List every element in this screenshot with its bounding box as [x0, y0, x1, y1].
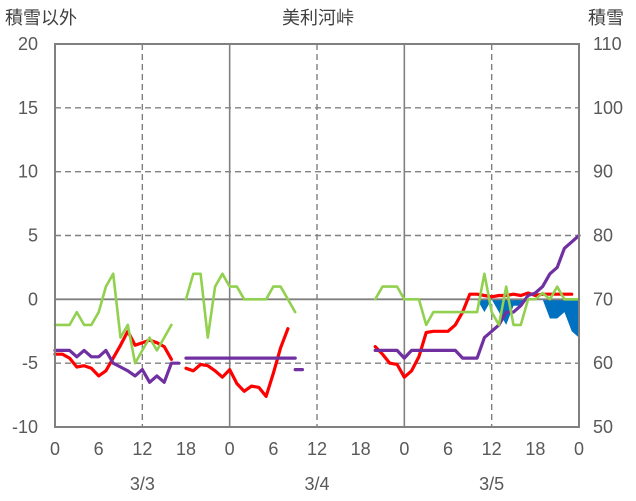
series-line-2 [373, 272, 581, 327]
x-tick-label: 6 [94, 439, 104, 459]
x-tick-label: 0 [399, 439, 409, 459]
series-line-2 [184, 272, 297, 339]
y-left-tick-label: 0 [28, 289, 38, 309]
grid [55, 44, 579, 427]
y-left-tick-label: 20 [18, 34, 38, 54]
series-line-1 [373, 233, 581, 360]
series-line-1 [53, 348, 181, 384]
y-right-tick-label: 110 [593, 34, 622, 54]
x-tick-label: 12 [482, 439, 502, 459]
x-tick-label: 18 [176, 439, 196, 459]
y-left-tick-label: -5 [22, 353, 38, 373]
y-left-tick-label: 15 [18, 98, 38, 118]
x-tick-label: 6 [443, 439, 453, 459]
x-tick-label: 0 [574, 439, 584, 459]
y-right-axis-title: 積雪 [588, 8, 624, 28]
date-label: 3/5 [479, 474, 504, 494]
y-right-tick-label: 80 [593, 226, 613, 246]
y-right-tick-label: 70 [593, 289, 613, 309]
chart-title: 美利河峠 [282, 8, 354, 28]
y-right-tick-label: 90 [593, 162, 613, 182]
series-lines [53, 233, 581, 398]
plot-frame [54, 43, 580, 428]
y-left-tick-label: 10 [18, 162, 38, 182]
y-right-tick-label: 60 [593, 353, 613, 373]
y-right-tick-label: 50 [593, 417, 613, 437]
y-left-axis-title: 積雪以外 [5, 8, 77, 28]
x-tick-label: 0 [50, 439, 60, 459]
x-tick-label: 18 [525, 439, 545, 459]
y-left-tick-label: 5 [28, 226, 38, 246]
series-line-2 [53, 272, 173, 365]
y-left-tick-label: -10 [12, 417, 38, 437]
series-line-0 [184, 327, 290, 398]
date-label: 3/4 [304, 474, 329, 494]
x-tick-label: 6 [268, 439, 278, 459]
date-label: 3/3 [130, 474, 155, 494]
x-tick-label: 12 [132, 439, 152, 459]
x-tick-label: 12 [307, 439, 327, 459]
y-right-tick-label: 100 [593, 98, 623, 118]
x-tick-label: 18 [351, 439, 371, 459]
x-tick-label: 0 [225, 439, 235, 459]
